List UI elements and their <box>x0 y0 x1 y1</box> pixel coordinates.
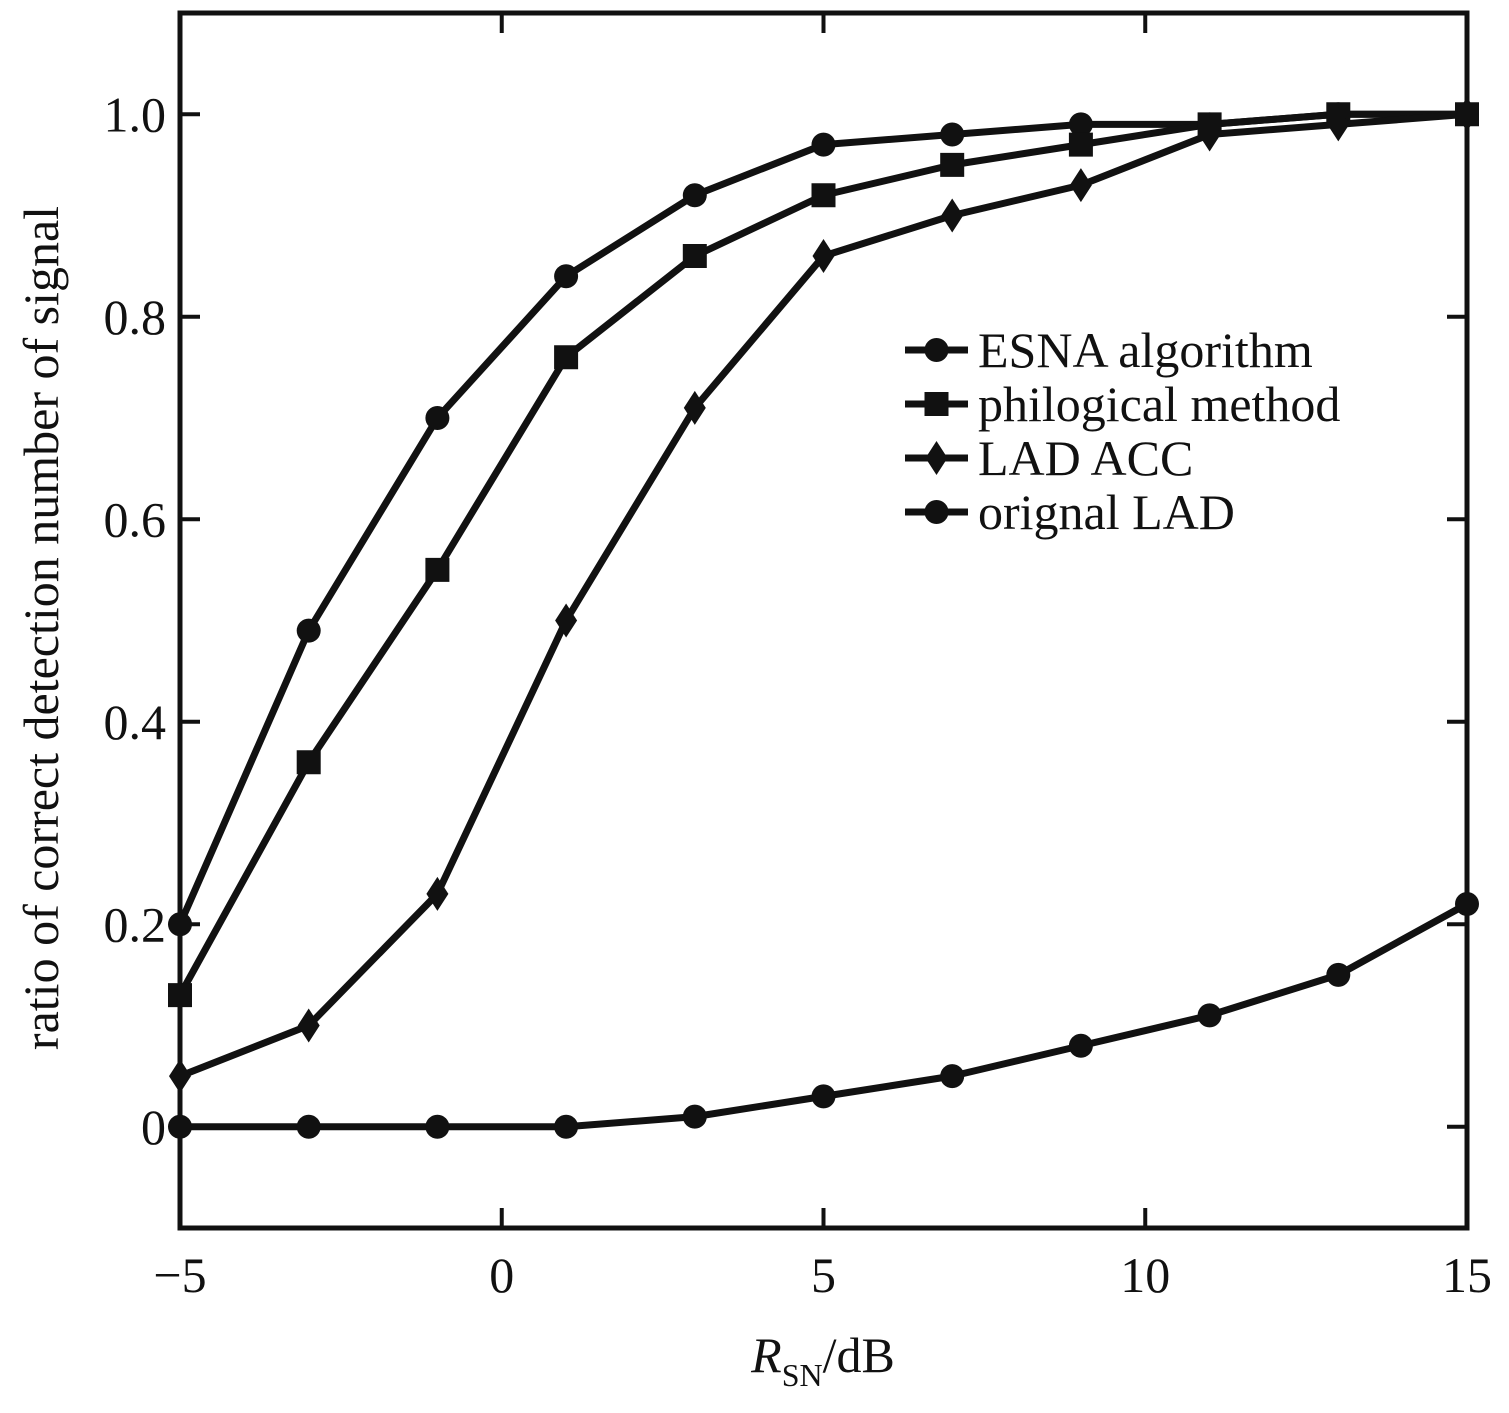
data-point <box>1456 97 1478 132</box>
data-point <box>425 406 450 430</box>
x-tick-label: −5 <box>153 1247 206 1303</box>
legend-marker <box>924 338 949 362</box>
data-point <box>554 264 579 289</box>
data-point <box>296 618 321 643</box>
x-axis-label-main: R <box>750 1327 782 1383</box>
data-point <box>555 603 578 638</box>
legend-label: orignal LAD <box>978 484 1235 540</box>
data-point <box>168 983 192 1008</box>
data-point <box>1068 112 1093 137</box>
data-point <box>425 1114 450 1139</box>
legend-marker <box>924 500 949 524</box>
data-point <box>1069 168 1092 203</box>
data-point <box>682 244 707 268</box>
y-tick-label: 0.6 <box>104 491 167 547</box>
x-tick-label: 5 <box>811 1247 836 1303</box>
y-tick-label: 0.4 <box>104 694 167 750</box>
legend-label: ESNA algorithm <box>978 322 1313 378</box>
legend-item: orignal LAD <box>905 484 1235 540</box>
data-point <box>940 152 965 177</box>
x-tick-label: 15 <box>1442 1247 1492 1303</box>
data-point <box>297 1008 320 1043</box>
data-point <box>554 345 579 370</box>
data-point <box>554 1114 579 1139</box>
data-point <box>1068 132 1093 157</box>
legend-item: philogical method <box>905 376 1340 432</box>
data-point <box>940 122 965 147</box>
x-tick-label: 0 <box>489 1247 514 1303</box>
data-point <box>811 1084 836 1109</box>
x-axis-label-sub: SN <box>782 1357 823 1393</box>
x-axis-label-suffix: /dB <box>823 1327 895 1383</box>
legend-marker <box>925 441 948 475</box>
data-point <box>812 239 835 273</box>
data-series <box>168 97 1479 1139</box>
data-point <box>168 912 192 937</box>
data-point <box>941 198 964 233</box>
data-point <box>940 1064 965 1089</box>
legend-item: LAD ACC <box>905 430 1193 486</box>
data-point <box>296 1114 321 1139</box>
data-point <box>1068 1033 1093 1058</box>
data-point <box>1198 117 1221 152</box>
data-point <box>1327 107 1350 142</box>
axis-ticks: −5 0 5 10 15 0 0.2 0.4 0.6 0.8 1.0 <box>104 13 1492 1303</box>
y-axis-label: ratio of correct detection number of sig… <box>13 206 69 1050</box>
data-point <box>1197 1003 1222 1028</box>
data-point <box>811 132 836 157</box>
y-tick-label: 0 <box>141 1099 166 1155</box>
data-point <box>1326 962 1351 987</box>
y-tick-label: 0.2 <box>104 896 167 952</box>
data-point <box>425 557 450 582</box>
data-point <box>168 1114 192 1139</box>
x-tick-label: 10 <box>1120 1247 1170 1303</box>
y-tick-label: 0.8 <box>104 289 167 345</box>
plot-frame <box>177 10 1470 1231</box>
x-axis-label: RSN/dB <box>750 1327 895 1393</box>
legend-label: LAD ACC <box>978 430 1193 486</box>
legend-item: ESNA algorithm <box>905 322 1313 378</box>
data-point <box>683 390 706 425</box>
series-3 <box>169 97 1478 1094</box>
data-point <box>682 183 707 208</box>
legend-marker <box>924 392 949 416</box>
data-point <box>426 876 449 911</box>
data-point <box>1455 892 1479 916</box>
series-4 <box>168 892 1479 1139</box>
data-point <box>811 183 836 208</box>
legend-label: philogical method <box>978 376 1340 432</box>
data-point <box>169 1059 191 1094</box>
data-point <box>296 750 321 775</box>
y-tick-label: 1.0 <box>104 86 167 142</box>
data-point <box>682 1104 707 1129</box>
